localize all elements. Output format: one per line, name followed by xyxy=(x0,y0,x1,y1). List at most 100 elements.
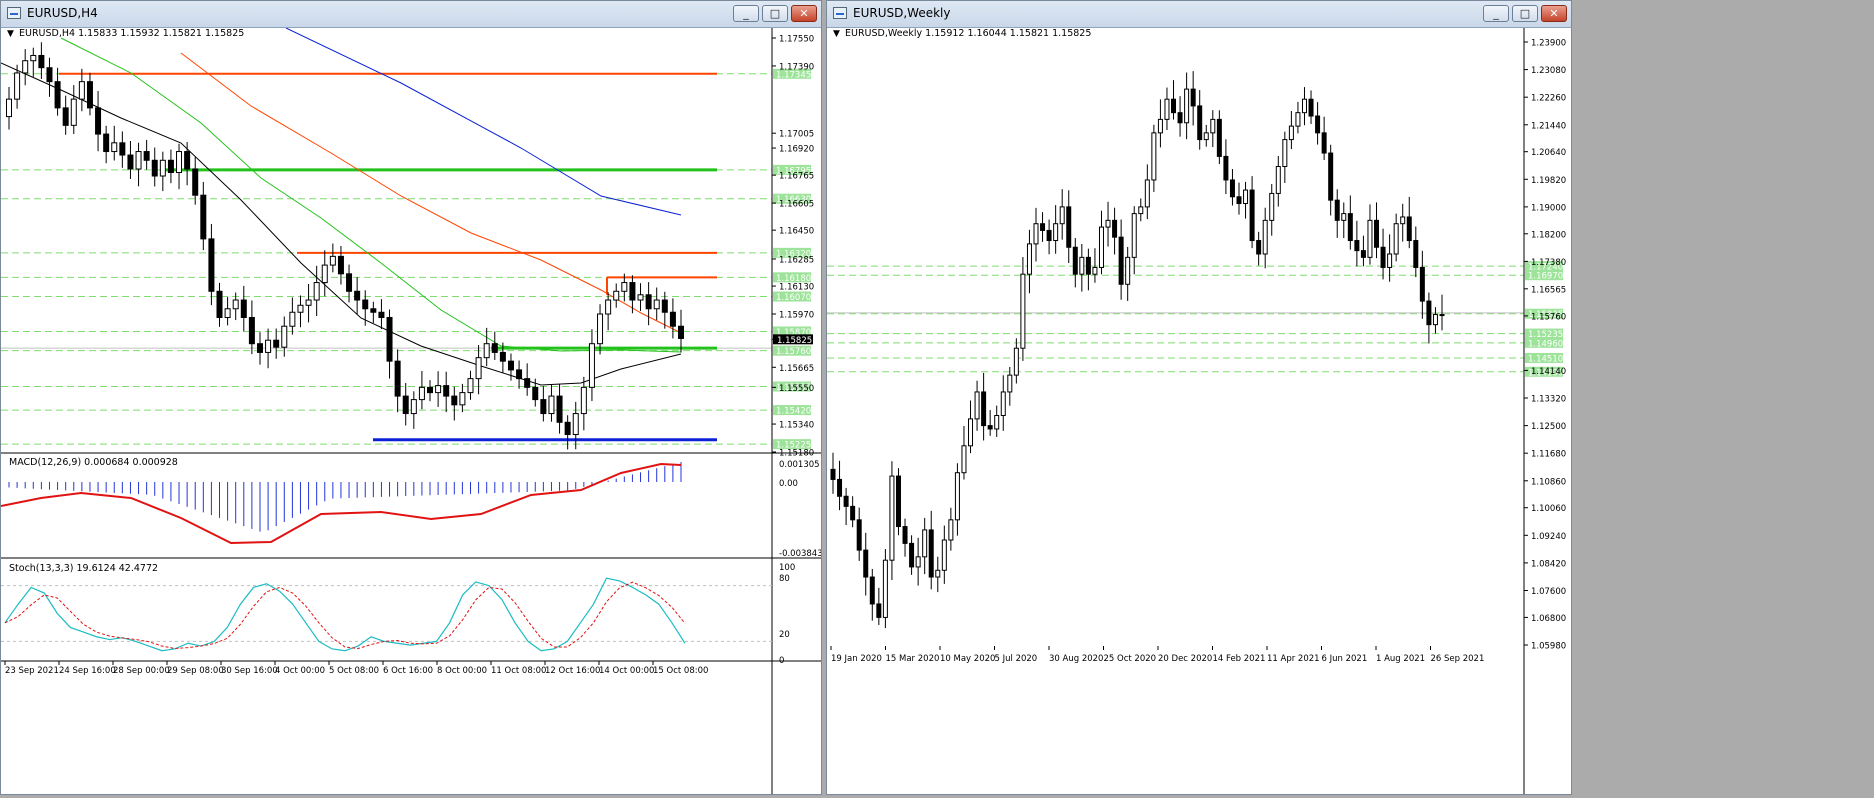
level-label-bg xyxy=(773,68,811,79)
level-label: 1.15420 xyxy=(776,407,811,417)
candle-up xyxy=(435,385,442,394)
level-label-bg xyxy=(1525,352,1563,363)
level-label-bg xyxy=(1525,270,1563,281)
candle-up xyxy=(289,311,296,327)
candle-down xyxy=(208,238,215,292)
time-label: 1 Aug 2021 xyxy=(1376,654,1425,664)
left-chart-window[interactable]: EURUSD,H4 _ □ ✕ 1.17345 1.16795 1.16630 1.1… xyxy=(0,0,823,795)
candle-down xyxy=(402,395,409,415)
minimize-button[interactable]: _ xyxy=(1483,5,1509,22)
level-label-bg xyxy=(1525,366,1563,377)
minimize-button[interactable]: _ xyxy=(733,5,759,22)
candle-up xyxy=(224,308,231,318)
level-label-bg xyxy=(1525,328,1563,339)
ma-red xyxy=(180,52,682,334)
h4-chart-header: EURUSD,H4 1.15833 1.15932 1.15821 1.1582… xyxy=(19,28,244,39)
level-label: 1.15870 xyxy=(776,328,811,338)
candle-down xyxy=(354,290,361,301)
candle-up xyxy=(954,472,960,521)
candle-up xyxy=(111,142,118,153)
candle-up xyxy=(1059,206,1065,225)
candle-up xyxy=(176,151,183,174)
level-label-bg xyxy=(1525,261,1563,272)
price-label: 1.09240 xyxy=(1531,532,1566,542)
candle-down xyxy=(928,529,934,578)
left-chart-area[interactable]: 1.17345 1.16795 1.16630 1.16320 1.16180 1.160… xyxy=(0,27,823,794)
candle-up xyxy=(1079,256,1085,275)
candle-up xyxy=(915,556,921,568)
candle-down xyxy=(1223,155,1229,181)
candle-down xyxy=(1171,98,1177,114)
candle-up xyxy=(621,282,628,292)
price-label: 1.05980 xyxy=(1531,642,1566,652)
candle-up xyxy=(321,264,328,284)
candle-down xyxy=(216,290,223,318)
candle-down xyxy=(876,603,882,618)
candle-down xyxy=(443,385,450,397)
level-label-bg xyxy=(773,381,811,392)
price-label: 1.16285 xyxy=(779,255,814,265)
price-label: 1.13320 xyxy=(1531,395,1566,405)
candle-down xyxy=(1406,216,1412,242)
h4-chart-canvas[interactable]: 1.17345 1.16795 1.16630 1.16320 1.16180 1.160… xyxy=(0,27,823,794)
candle-down xyxy=(1419,266,1425,302)
candle-down xyxy=(1236,196,1242,205)
price-label: 1.16920 xyxy=(779,145,814,155)
candle-down xyxy=(248,316,255,345)
left-window-titlebar[interactable]: EURUSD,H4 _ □ ✕ xyxy=(1,1,821,28)
level-label: 1.16070 xyxy=(776,293,811,303)
candle-down xyxy=(1072,246,1078,275)
candle-up xyxy=(1020,273,1026,349)
candle-up xyxy=(1341,213,1347,221)
ma-blue xyxy=(285,27,682,216)
candle-up xyxy=(1125,256,1131,285)
maximize-button[interactable]: □ xyxy=(1512,5,1538,22)
right-window-titlebar[interactable]: EURUSD,Weekly _ □ ✕ xyxy=(827,1,1571,28)
candle-up xyxy=(1151,132,1157,181)
candle-up xyxy=(467,378,474,394)
time-label: 26 Sep 2021 xyxy=(1431,654,1485,664)
candle-up xyxy=(313,282,320,301)
time-label: 19 Jan 2020 xyxy=(831,654,882,664)
candle-down xyxy=(1229,179,1235,198)
candle-up xyxy=(580,386,587,415)
candle-up xyxy=(968,418,974,447)
candle-up xyxy=(1439,314,1445,317)
current-price-label: 1.15825 xyxy=(777,336,812,346)
candle-down xyxy=(1315,115,1321,134)
right-chart-area[interactable]: 1.17240 1.16970 1.15825 1.15235 1.14960 1.145… xyxy=(827,28,1571,794)
ma-green xyxy=(60,37,682,353)
candle-up xyxy=(1210,118,1216,134)
time-axis: 19 Jan 2020 15 Mar 2020 10 May 2020 5 Jul 2… xyxy=(830,646,1485,664)
candle-up xyxy=(653,299,660,310)
chart-menu-arrow-icon[interactable]: ▼ xyxy=(833,29,840,39)
candle-down xyxy=(863,549,869,578)
candle-up xyxy=(1026,243,1032,275)
price-label: 1.11680 xyxy=(1531,450,1566,460)
candle-up xyxy=(1269,192,1275,221)
maximize-button[interactable]: □ xyxy=(762,5,788,22)
level-label-bg xyxy=(1525,337,1563,348)
candle-up xyxy=(1053,223,1059,242)
candle-down xyxy=(1321,132,1327,154)
candle-up xyxy=(232,299,239,310)
candle-down xyxy=(909,542,915,568)
candle-up xyxy=(1275,166,1281,194)
candle-up xyxy=(882,559,888,618)
chart-menu-arrow-icon[interactable]: ▼ xyxy=(7,29,14,39)
price-label: 1.16605 xyxy=(779,200,814,210)
candle-down xyxy=(1177,112,1183,124)
time-label: 28 Sep 00:00 xyxy=(113,666,170,676)
time-label: 11 Oct 08:00 xyxy=(491,666,546,676)
right-chart-window[interactable]: EURUSD,Weekly _ □ ✕ 1.17240 1.16970 1.1582… xyxy=(826,0,1572,795)
candle-down xyxy=(1249,189,1255,242)
close-button[interactable]: ✕ xyxy=(1541,5,1567,22)
candle-down xyxy=(1413,240,1419,268)
close-button[interactable]: ✕ xyxy=(791,5,817,22)
candle-down xyxy=(843,495,849,507)
candle-up xyxy=(418,386,425,401)
candle-down xyxy=(499,351,506,362)
time-label: 4 Oct 00:00 xyxy=(275,666,325,676)
candle-down xyxy=(869,576,875,605)
